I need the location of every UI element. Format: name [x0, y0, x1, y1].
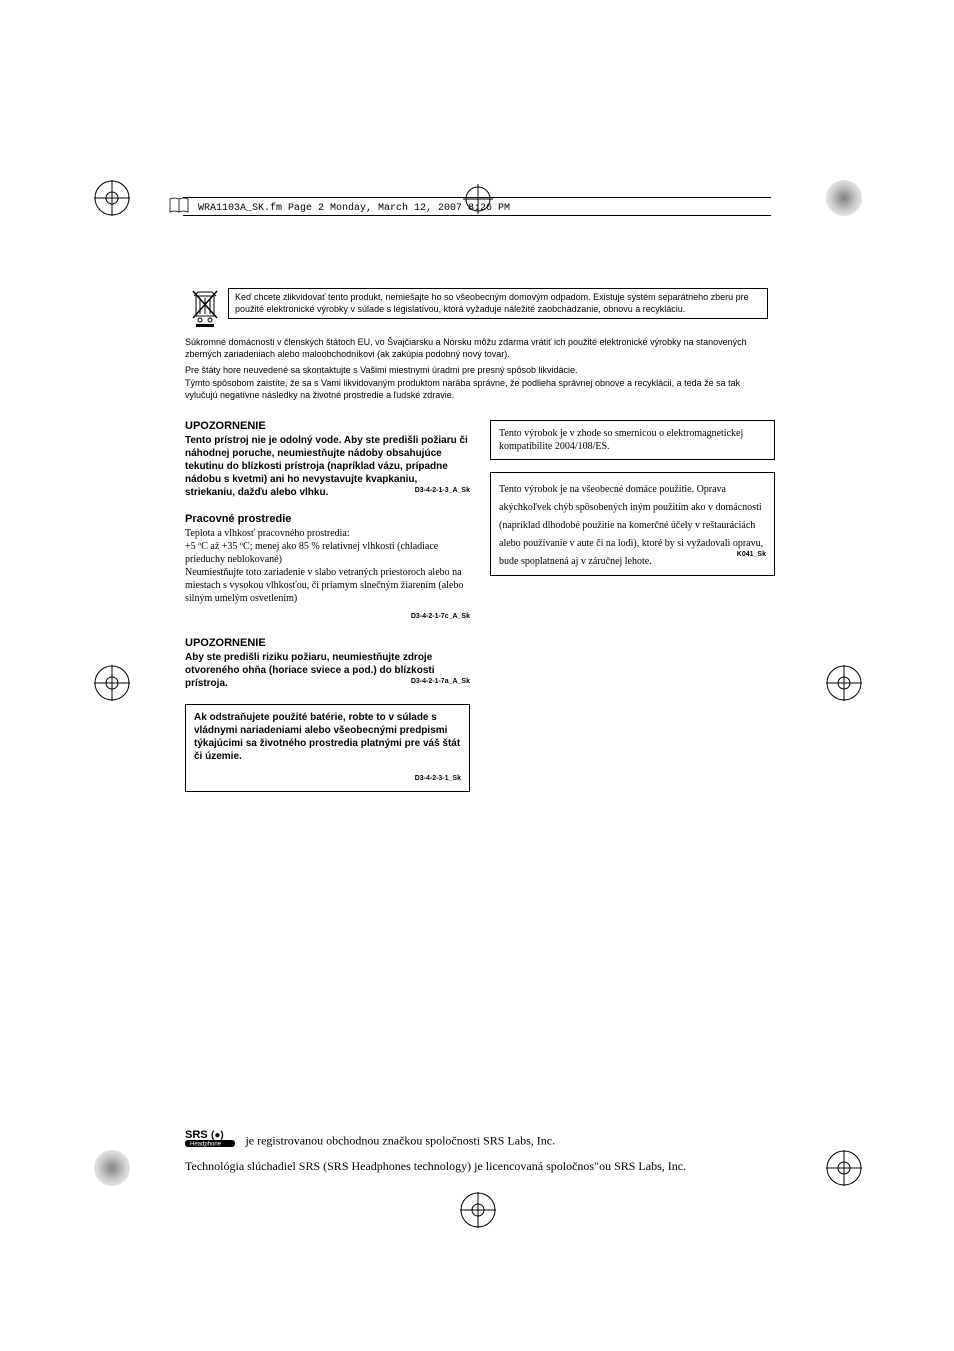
svg-text:(●): (●) — [211, 1130, 224, 1141]
weee-bin-icon — [190, 288, 220, 328]
reg-mark-tl — [94, 180, 130, 216]
header-filename: WRA1103A_SK.fm Page 2 Monday, March 12, … — [198, 203, 510, 214]
header-rule-bottom — [183, 215, 771, 216]
emc-compliance-text: Tento výrobok je v zhode so smernicou o … — [499, 427, 766, 453]
header-rule-top — [183, 197, 771, 198]
warning-2-body: Aby ste predišli riziku požiaru, neumies… — [185, 652, 435, 689]
battery-disposal-box: Ak odstraňujete použité batérie, robte t… — [185, 704, 470, 792]
reg-mark-ml — [94, 665, 130, 701]
warning-1-section: UPOZORNENIE Tento prístroj nie je odolný… — [185, 420, 470, 499]
srs-trademark-text: je registrovanou obchodnou značkou spolo… — [245, 1134, 555, 1148]
svg-text:Headphone: Headphone — [190, 1142, 222, 1148]
reg-mark-br — [826, 1150, 862, 1186]
environment-title: Pracovné prostredie — [185, 513, 470, 525]
domestic-use-box: Tento výrobok je na všeobecné domáce pou… — [490, 472, 775, 576]
reg-mark-tr-shaded — [826, 180, 862, 216]
warning-1-ref: D3-4-2-1-3_A_Sk — [415, 486, 470, 495]
reg-mark-mr — [826, 665, 862, 701]
environment-section: Pracovné prostredie Teplota a vlhkosť pr… — [185, 513, 470, 623]
weee-paragraph-2: Pre štáty hore neuvedené sa skontaktujte… — [185, 364, 770, 376]
weee-notice-box: Keď chcete zlikvidovať tento produkt, ne… — [228, 288, 768, 319]
environment-ref: D3-4-2-1-7c_A_Sk — [411, 613, 470, 620]
srs-logo-icon: SRS (●) Headphone — [185, 1128, 241, 1153]
warning-2-ref: D3-4-2-1-7a_A_Sk — [411, 677, 470, 686]
battery-disposal-ref: D3-4-2-3-1_Sk — [415, 775, 461, 782]
domestic-use-text: Tento výrobok je na všeobecné domáce pou… — [499, 484, 763, 567]
environment-line-3: Neumiestňujte toto zariadenie v slabo ve… — [185, 566, 470, 605]
environment-line-2: +5 ºC až +35 ºC; menej ako 85 % relatívn… — [185, 540, 470, 566]
reg-mark-bl-shaded — [94, 1150, 130, 1186]
emc-compliance-box: Tento výrobok je v zhode so smernicou o … — [490, 420, 775, 460]
environment-line-1: Teplota a vlhkosť pracovného prostredia: — [185, 527, 470, 540]
left-column: UPOZORNENIE Tento prístroj nie je odolný… — [185, 420, 470, 804]
srs-technology-text: Technológia slúchadiel SRS (SRS Headphon… — [185, 1159, 775, 1174]
battery-disposal-text: Ak odstraňujete použité batérie, robte t… — [194, 711, 461, 763]
domestic-use-ref: K041_Sk — [737, 551, 766, 558]
svg-text:SRS: SRS — [185, 1129, 208, 1141]
warning-2-title: UPOZORNENIE — [185, 637, 470, 649]
book-icon — [169, 197, 189, 220]
right-column: Tento výrobok je v zhode so smernicou o … — [490, 420, 775, 804]
weee-paragraph-1: Súkromné domácnosti v členských štátoch … — [185, 336, 770, 360]
warning-2-section: UPOZORNENIE Aby ste predišli riziku poži… — [185, 637, 470, 690]
weee-paragraph-3: Týmto spôsobom zaistíte, že sa s Vami li… — [185, 377, 770, 401]
warning-1-title: UPOZORNENIE — [185, 420, 470, 432]
reg-mark-bc — [460, 1192, 496, 1228]
srs-trademark-block: SRS (●) Headphone je registrovanou obcho… — [185, 1128, 775, 1174]
